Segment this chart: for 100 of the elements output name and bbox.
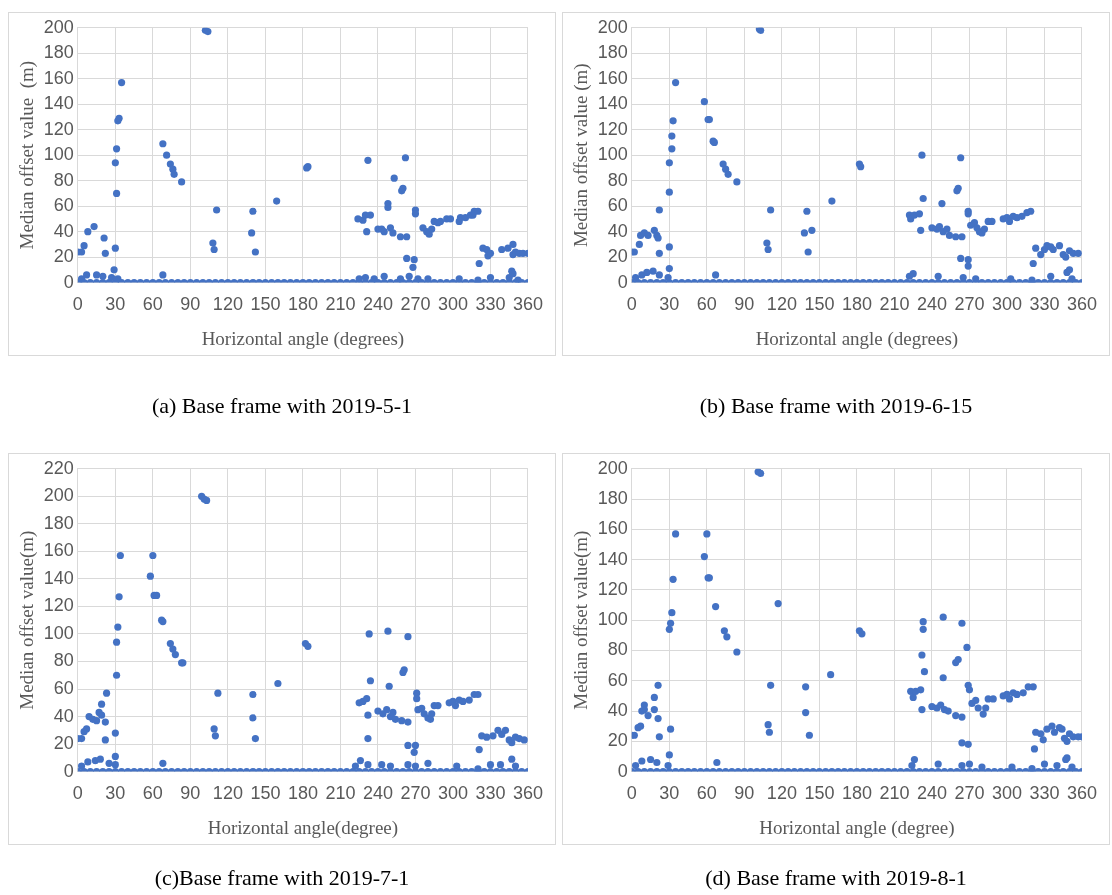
y-tick-label: 80 bbox=[607, 639, 628, 660]
x-tick-label: 120 bbox=[212, 294, 243, 315]
y-tick-label: 60 bbox=[607, 195, 628, 216]
x-tick-label: 360 bbox=[1066, 294, 1098, 315]
x-tick-label: 30 bbox=[105, 783, 126, 804]
y-tick-label: 40 bbox=[607, 700, 628, 721]
y-tick-label: 60 bbox=[607, 669, 628, 690]
x-tick-label: 330 bbox=[1029, 783, 1060, 804]
y-tick-label: 200 bbox=[43, 485, 74, 506]
y-tick-label: 220 bbox=[43, 457, 74, 478]
x-tick-label: 300 bbox=[991, 294, 1022, 315]
y-tick-label: 80 bbox=[53, 650, 74, 671]
x-tick-label: 360 bbox=[512, 294, 544, 315]
x-tick-label: 330 bbox=[1029, 294, 1060, 315]
y-tick-label: 20 bbox=[53, 733, 74, 754]
x-tick-label: 30 bbox=[105, 294, 126, 315]
y-tick-label: 120 bbox=[597, 578, 628, 599]
x-tick-label: 330 bbox=[475, 783, 506, 804]
x-tick-label: 210 bbox=[879, 783, 910, 804]
y-tick-label: 20 bbox=[607, 246, 628, 267]
x-tick-label: 60 bbox=[142, 783, 163, 804]
x-tick-label: 300 bbox=[437, 783, 468, 804]
y-tick-label: 160 bbox=[597, 67, 628, 88]
x-tick-label: 240 bbox=[916, 783, 947, 804]
x-tick-label: 300 bbox=[437, 294, 468, 315]
text: (c)Base frame with 2019-7-1 bbox=[153, 865, 411, 891]
x-tick-label: 120 bbox=[766, 783, 797, 804]
y-tick-label: 120 bbox=[43, 595, 74, 616]
y-tick-label: 40 bbox=[53, 220, 74, 241]
x-tick-label: 60 bbox=[142, 294, 163, 315]
x-axis-title: Horizontal angle (degrees) bbox=[201, 327, 405, 350]
y-tick-label: 80 bbox=[607, 169, 628, 190]
y-tick-label: 0 bbox=[617, 271, 628, 292]
x-tick-label: 30 bbox=[659, 294, 680, 315]
x-axis-title: Horizontal angle (degrees) bbox=[755, 327, 959, 350]
x-axis-title: Horizontal angle (degree) bbox=[759, 816, 955, 839]
y-axis-title: Median offset value (m) bbox=[16, 60, 39, 250]
x-tick-label: 90 bbox=[180, 294, 201, 315]
x-tick-label: 210 bbox=[325, 783, 356, 804]
y-tick-label: 100 bbox=[597, 144, 628, 165]
x-tick-label: 210 bbox=[879, 294, 910, 315]
x-tick-label: 60 bbox=[696, 783, 717, 804]
y-axis-title: Median offset value(m) bbox=[570, 530, 593, 710]
x-axis-title: Horizontal angle(degree) bbox=[207, 816, 399, 839]
x-tick-label: 60 bbox=[696, 294, 717, 315]
text: (a) Base frame with 2019-5-1 bbox=[150, 393, 414, 419]
y-tick-label: 20 bbox=[607, 730, 628, 751]
y-tick-label: 180 bbox=[43, 42, 74, 63]
x-tick-label: 300 bbox=[991, 783, 1022, 804]
y-tick-label: 160 bbox=[597, 518, 628, 539]
y-tick-label: 140 bbox=[43, 567, 74, 588]
x-tick-label: 150 bbox=[804, 294, 835, 315]
x-tick-label: 120 bbox=[212, 783, 243, 804]
x-tick-label: 90 bbox=[734, 294, 755, 315]
y-tick-label: 0 bbox=[617, 760, 628, 781]
y-tick-label: 140 bbox=[597, 93, 628, 114]
y-tick-label: 80 bbox=[53, 169, 74, 190]
x-tick-label: 270 bbox=[954, 294, 985, 315]
x-tick-label: 180 bbox=[287, 294, 318, 315]
y-tick-label: 0 bbox=[63, 760, 74, 781]
y-tick-label: 100 bbox=[597, 609, 628, 630]
text: (d) Base frame with 2019-8-1 bbox=[704, 865, 968, 891]
x-tick-label: 180 bbox=[287, 783, 318, 804]
y-tick-label: 160 bbox=[43, 540, 74, 561]
y-tick-label: 20 bbox=[53, 246, 74, 267]
y-tick-label: 140 bbox=[597, 548, 628, 569]
y-tick-label: 40 bbox=[607, 220, 628, 241]
x-tick-label: 330 bbox=[475, 294, 506, 315]
x-tick-label: 180 bbox=[841, 783, 872, 804]
y-tick-label: 200 bbox=[597, 457, 628, 478]
x-tick-label: 240 bbox=[362, 294, 393, 315]
x-tick-label: 270 bbox=[400, 294, 431, 315]
x-tick-label: 360 bbox=[512, 783, 544, 804]
x-tick-label: 240 bbox=[362, 783, 393, 804]
text: (b) Base frame with 2019-6-15 bbox=[698, 393, 974, 419]
x-tick-label: 270 bbox=[954, 783, 985, 804]
y-axis-title: Median offset value (m) bbox=[570, 63, 593, 248]
y-tick-label: 140 bbox=[43, 93, 74, 114]
x-tick-label: 270 bbox=[400, 783, 431, 804]
y-axis-title: Median offset value(m) bbox=[16, 530, 39, 710]
x-tick-label: 210 bbox=[325, 294, 356, 315]
y-tick-label: 0 bbox=[63, 271, 74, 292]
x-tick-label: 90 bbox=[180, 783, 201, 804]
x-tick-label: 90 bbox=[734, 783, 755, 804]
y-tick-label: 160 bbox=[43, 67, 74, 88]
y-tick-label: 100 bbox=[43, 622, 74, 643]
y-tick-label: 120 bbox=[597, 118, 628, 139]
x-tick-label: 150 bbox=[804, 783, 835, 804]
x-tick-label: 240 bbox=[916, 294, 947, 315]
x-tick-label: 150 bbox=[250, 294, 281, 315]
x-tick-label: 120 bbox=[766, 294, 797, 315]
y-tick-label: 180 bbox=[597, 488, 628, 509]
y-tick-label: 120 bbox=[43, 118, 74, 139]
x-tick-label: 180 bbox=[841, 294, 872, 315]
y-tick-label: 100 bbox=[43, 144, 74, 165]
y-tick-label: 60 bbox=[53, 677, 74, 698]
y-tick-label: 60 bbox=[53, 195, 74, 216]
y-tick-label: 180 bbox=[597, 42, 628, 63]
y-tick-label: 200 bbox=[43, 16, 74, 37]
x-tick-label: 360 bbox=[1066, 783, 1098, 804]
